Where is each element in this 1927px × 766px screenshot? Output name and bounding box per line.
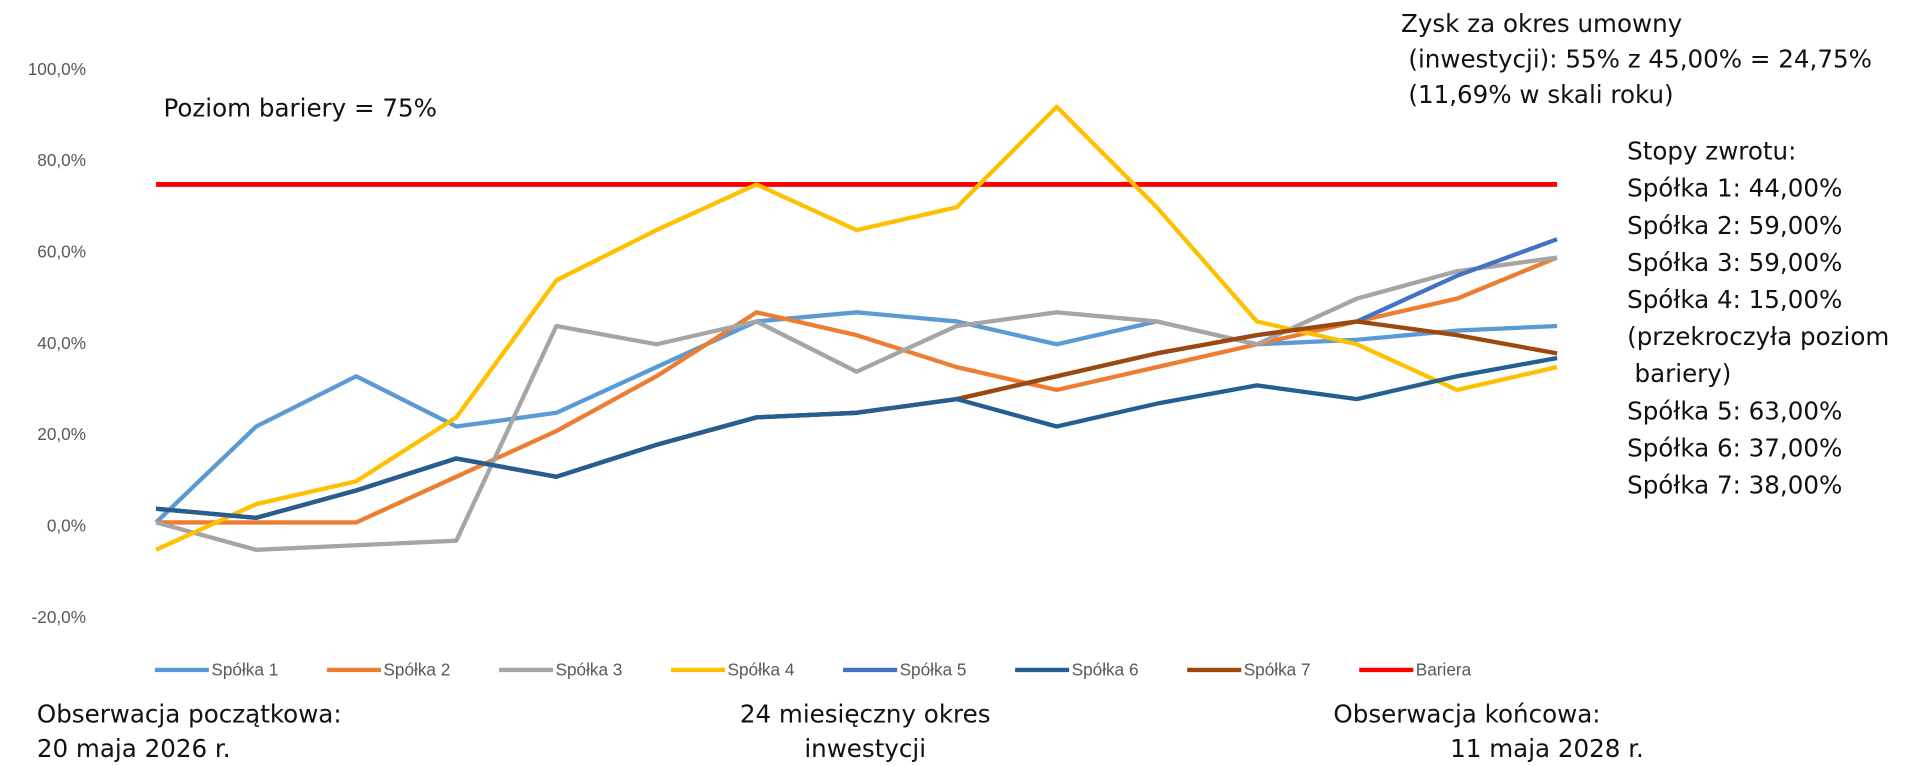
y-tick-label: 0,0%	[47, 516, 86, 536]
annotation-line: Spółka 5: 63,00%	[1627, 396, 1842, 425]
annotation-line: Spółka 6: 37,00%	[1627, 433, 1842, 462]
y-tick-label: -20,0%	[32, 607, 86, 627]
annotation-line: Spółka 1: 44,00%	[1627, 174, 1842, 203]
series-line	[155, 104, 1558, 552]
annotation-line: Obserwacja końcowa:	[1333, 699, 1600, 728]
annotation-line: (inwestycji): 55% z 45,00% = 24,75%	[1408, 44, 1872, 73]
annotation-line: Spółka 2: 59,00%	[1627, 211, 1842, 240]
annotation-line: (11,69% w skali roku)	[1408, 80, 1673, 109]
annotation-line: inwestycji	[804, 734, 926, 763]
annotation-line: Obserwacja początkowa:	[37, 699, 342, 728]
legend-label: Spółka 7	[1244, 660, 1311, 680]
y-tick-label: 40,0%	[37, 333, 86, 353]
barrier-annotation: Poziom bariery = 75%	[163, 94, 437, 123]
annotation-line: Stopy zwrotu:	[1627, 137, 1796, 166]
series-line	[155, 255, 1558, 552]
annotation-line: Zysk za okres umowny	[1401, 9, 1682, 38]
profit-annotation: Zysk za okres umowny (inwestycji): 55% z …	[1401, 9, 1872, 109]
y-tick-label: 80,0%	[37, 150, 86, 170]
legend-label: Spółka 6	[1072, 660, 1139, 680]
legend-label: Spółka 1	[211, 660, 278, 680]
legend-label: Bariera	[1416, 660, 1472, 680]
series-line	[155, 355, 1558, 521]
legend-label: Spółka 5	[900, 660, 967, 680]
y-tick-label: 20,0%	[37, 424, 86, 444]
legend-label: Spółka 4	[728, 660, 795, 680]
annotation-line: Spółka 4: 15,00%	[1627, 285, 1842, 314]
annotation-line: 11 maja 2028 r.	[1450, 734, 1644, 763]
annotation-line: Spółka 7: 38,00%	[1627, 471, 1842, 500]
legend-label: Spółka 3	[555, 660, 622, 680]
y-tick-label: 60,0%	[37, 241, 86, 261]
y-tick-label: 100,0%	[28, 59, 86, 79]
bottom-annotations: Obserwacja początkowa: 20 maja 2026 r. 24 …	[37, 699, 1644, 762]
annotation-line: Spółka 3: 59,00%	[1627, 248, 1842, 277]
annotation-line: 24 miesięczny okres	[740, 699, 991, 728]
legend-label: Spółka 2	[383, 660, 450, 680]
annotation-line: 20 maja 2026 r.	[37, 734, 231, 763]
annotation-line: (przekroczyła poziom	[1627, 322, 1889, 351]
annotation-line: bariery)	[1635, 359, 1732, 388]
series-line	[154, 310, 1558, 524]
series-line	[156, 255, 1558, 525]
returns-annotation: Stopy zwrotu: Spółka 1: 44,00% Spółka 2: 5…	[1627, 137, 1889, 500]
